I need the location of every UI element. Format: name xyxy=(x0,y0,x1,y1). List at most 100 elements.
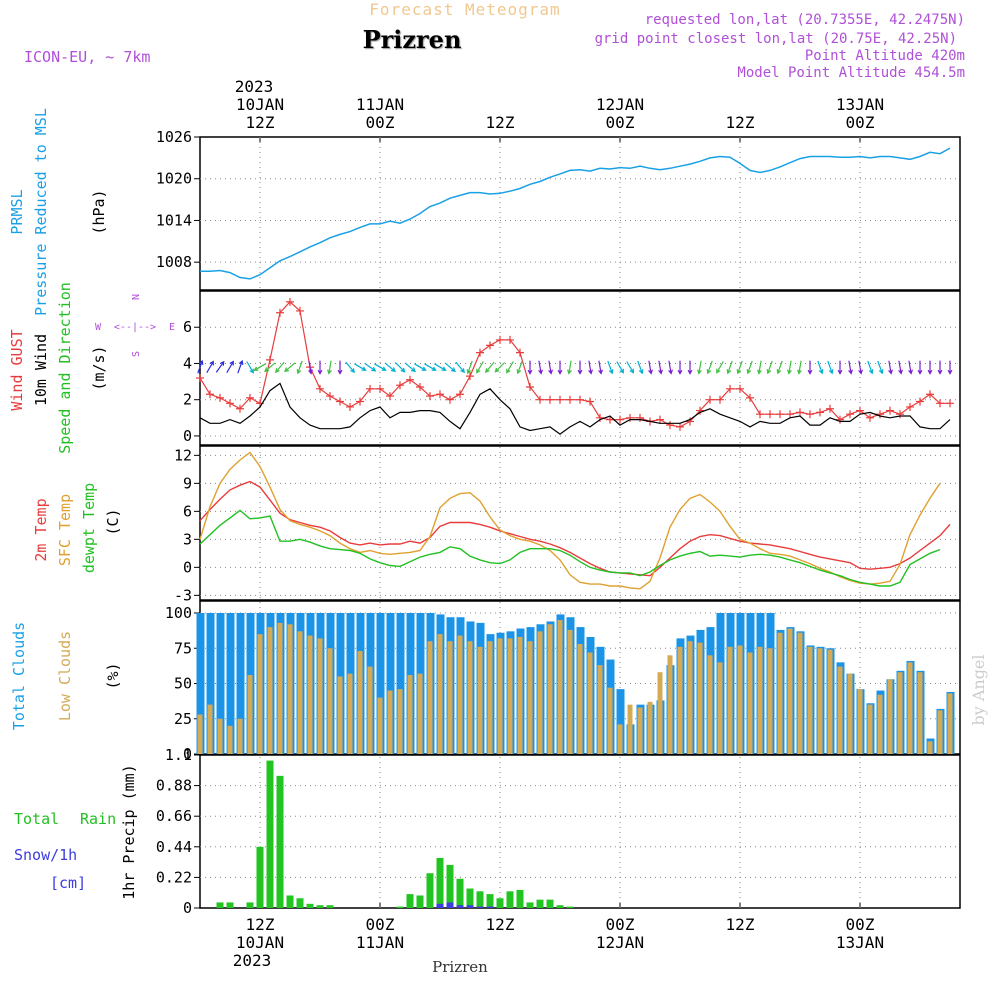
gust-marker xyxy=(616,415,624,424)
gust-marker xyxy=(296,306,304,315)
gust-marker xyxy=(496,335,504,344)
low-cloud-bar xyxy=(417,673,423,754)
low-cloud-bar xyxy=(657,672,663,754)
wind-direction-arrow xyxy=(253,363,266,371)
wind-direction-arrow xyxy=(345,361,356,374)
wind-direction-arrow xyxy=(476,361,484,374)
gust-marker xyxy=(426,392,434,401)
ytick-label-wind: 4 xyxy=(183,354,192,372)
gust-marker xyxy=(756,410,764,419)
gust-marker xyxy=(336,397,344,406)
wind10m-label: 10m Wind xyxy=(32,334,50,406)
compass-rose: N S W E <--|--> xyxy=(95,294,175,357)
top-hour-label: 12Z xyxy=(246,113,275,132)
low-cloud-bar xyxy=(267,627,273,754)
wind-labels: Wind GUST 10m Wind Speed and Direction (… xyxy=(8,282,175,454)
wind-direction-arrow xyxy=(726,360,733,375)
snow-bar xyxy=(436,903,444,908)
wind-direction-arrow xyxy=(317,360,323,375)
gust-marker xyxy=(396,381,404,390)
gust-marker xyxy=(346,402,354,411)
pressure-labels: PRMSL Pressure Reduced to MSL (hPa) xyxy=(8,108,108,316)
wind-direction-arrow xyxy=(817,360,824,375)
model-label: ICON-EU, ~ 7km xyxy=(24,48,150,66)
gust-marker xyxy=(326,392,334,401)
gust-marker xyxy=(786,410,794,419)
low-clouds-label: Low Clouds xyxy=(56,631,74,721)
ytick-label-clouds: 25 xyxy=(174,710,192,728)
low-cloud-bar xyxy=(447,641,453,754)
gust-marker xyxy=(626,413,634,422)
gust-marker xyxy=(536,395,544,404)
gust-marker xyxy=(586,397,594,406)
wind-direction-arrow xyxy=(848,360,853,375)
gust-marker xyxy=(606,415,614,424)
gust-marker xyxy=(196,373,204,382)
compass-n: N xyxy=(131,294,142,300)
gust-marker xyxy=(946,399,954,408)
low-cloud-bar xyxy=(297,631,303,754)
low-cloud-bar xyxy=(697,642,703,754)
snow-bar xyxy=(466,905,474,908)
top-hour-label: 00Z xyxy=(606,113,635,132)
total-cloud-bar xyxy=(236,613,245,754)
gust-line xyxy=(199,301,950,428)
ytick-label-temp: 0 xyxy=(183,558,192,576)
wind-direction-arrow xyxy=(858,360,863,375)
t2m-line xyxy=(199,480,951,577)
wind-direction-arrow xyxy=(327,360,332,375)
gridpoint-coords: grid point closest lon,lat (20.75E, 42.2… xyxy=(595,31,957,47)
gust-marker xyxy=(246,393,254,402)
low-cloud-bar xyxy=(947,693,953,754)
gust-marker xyxy=(916,397,924,406)
rain-bar xyxy=(306,903,314,908)
ytick-label-pressure: 1008 xyxy=(156,253,192,271)
low-cloud-bar xyxy=(347,673,353,754)
wind-direction-arrow xyxy=(687,360,693,375)
gust-marker xyxy=(936,399,944,408)
wind-direction-arrow xyxy=(404,362,416,373)
wind-direction-arrow xyxy=(706,360,713,375)
low-cloud-bar xyxy=(647,701,653,754)
low-cloud-bar xyxy=(517,636,523,754)
rain-bar xyxy=(216,902,224,908)
gust-marker xyxy=(796,408,804,417)
low-cloud-bar xyxy=(727,646,733,754)
low-cloud-bar xyxy=(407,675,413,754)
dewpt-label: dewpt Temp xyxy=(80,483,98,573)
gust-marker xyxy=(386,392,394,401)
compass-arms: <--|--> xyxy=(114,322,156,333)
cloud-unit: (%) xyxy=(104,662,122,689)
low-cloud-bar xyxy=(367,666,373,754)
gridlines xyxy=(259,137,861,908)
total-cloud-bar xyxy=(196,613,205,754)
gust-marker xyxy=(806,410,814,419)
wind-direction-arrow xyxy=(677,360,683,375)
gust-marker xyxy=(526,383,534,392)
wind-direction-arrow xyxy=(776,360,783,375)
low-cloud-bar xyxy=(327,648,333,754)
requested-coords: requested lon,lat (20.7355E, 42.2475N) xyxy=(645,12,965,28)
ytick-label-wind: 6 xyxy=(183,318,192,336)
ytick-label-temp: 6 xyxy=(183,502,192,520)
snow-bar xyxy=(446,902,454,908)
low-cloud-bar xyxy=(227,725,233,754)
wind-direction-arrow xyxy=(414,363,427,371)
wind-direction-arrow xyxy=(557,360,563,375)
cloud-bars xyxy=(196,613,955,754)
low-cloud-bar xyxy=(597,665,603,754)
gust-marker xyxy=(316,384,324,393)
point-altitude: Point Altitude 420m xyxy=(805,48,965,64)
low-cloud-bar xyxy=(277,622,283,754)
low-cloud-bar xyxy=(577,644,583,754)
gust-marker xyxy=(416,383,424,392)
low-cloud-bar xyxy=(237,718,243,754)
wind-direction-arrow xyxy=(697,360,702,375)
footer-place: Prizren xyxy=(432,958,488,976)
low-cloud-bar xyxy=(817,648,823,754)
wind-direction-arrow xyxy=(374,363,387,371)
wind-direction-arrow xyxy=(898,360,903,375)
ytick-label-temp: 9 xyxy=(183,474,192,492)
gust-marker xyxy=(816,408,824,417)
